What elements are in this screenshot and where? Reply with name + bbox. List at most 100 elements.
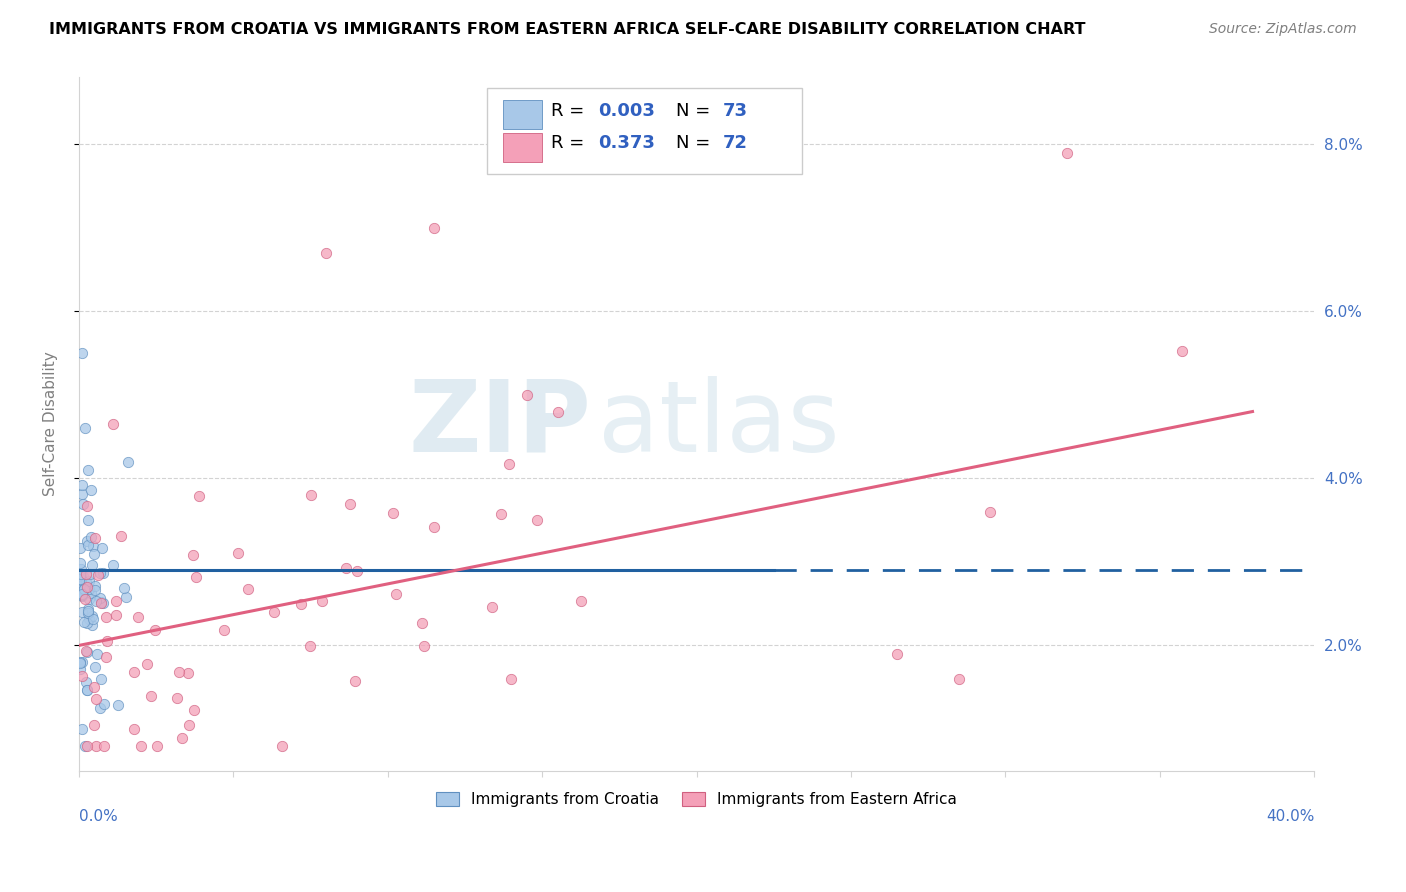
Point bbox=[136, 657, 159, 671]
Text: 0.373: 0.373 bbox=[598, 135, 655, 153]
Point bbox=[80, 617, 103, 632]
Point bbox=[77, 582, 100, 596]
Point bbox=[76, 739, 98, 753]
Point bbox=[91, 596, 114, 610]
Point bbox=[72, 478, 94, 492]
Point bbox=[411, 615, 433, 630]
Point bbox=[107, 698, 129, 712]
Point bbox=[344, 673, 367, 688]
Point bbox=[79, 567, 101, 582]
Point bbox=[80, 558, 103, 573]
Point bbox=[112, 581, 135, 595]
Point bbox=[423, 520, 446, 534]
Point bbox=[77, 612, 100, 626]
Point bbox=[315, 245, 337, 260]
Point bbox=[70, 669, 93, 683]
Point bbox=[72, 605, 94, 619]
Point bbox=[96, 633, 118, 648]
Point bbox=[110, 529, 132, 543]
Point bbox=[69, 572, 91, 586]
Point bbox=[76, 538, 98, 552]
Point bbox=[346, 564, 368, 578]
Point bbox=[166, 690, 188, 705]
Point bbox=[83, 659, 105, 673]
Point bbox=[101, 417, 124, 431]
Point bbox=[70, 589, 93, 603]
Point bbox=[70, 486, 93, 500]
Point bbox=[177, 717, 200, 731]
Point bbox=[948, 672, 970, 686]
Point bbox=[69, 655, 91, 669]
Point bbox=[75, 575, 97, 590]
Point bbox=[94, 610, 117, 624]
Point bbox=[75, 421, 97, 435]
Point bbox=[73, 582, 96, 596]
FancyBboxPatch shape bbox=[503, 133, 543, 162]
Point bbox=[176, 666, 198, 681]
Point bbox=[423, 220, 446, 235]
Point bbox=[89, 591, 111, 605]
Point bbox=[167, 665, 190, 679]
Point bbox=[87, 568, 110, 582]
Point bbox=[501, 672, 523, 686]
Point bbox=[84, 739, 107, 753]
Point bbox=[75, 674, 97, 689]
Point bbox=[236, 582, 259, 596]
Point bbox=[69, 578, 91, 592]
Text: 40.0%: 40.0% bbox=[1265, 809, 1315, 824]
Point bbox=[141, 689, 163, 703]
Point bbox=[76, 645, 98, 659]
Point bbox=[76, 615, 98, 630]
Point bbox=[84, 692, 107, 706]
Point bbox=[183, 548, 205, 562]
Point bbox=[83, 531, 105, 545]
Point bbox=[76, 682, 98, 697]
Point bbox=[311, 594, 333, 608]
Text: 0.0%: 0.0% bbox=[79, 809, 118, 824]
Text: 72: 72 bbox=[723, 135, 748, 153]
Point bbox=[79, 574, 101, 588]
Point bbox=[91, 566, 114, 580]
Point bbox=[547, 404, 569, 418]
Point bbox=[79, 591, 101, 606]
Point bbox=[122, 722, 145, 736]
Point bbox=[83, 547, 105, 561]
Point bbox=[122, 665, 145, 680]
Point bbox=[76, 499, 98, 513]
Point bbox=[69, 657, 91, 671]
Point bbox=[69, 574, 91, 589]
Point bbox=[491, 507, 513, 521]
Point bbox=[1056, 145, 1078, 160]
Point bbox=[127, 610, 149, 624]
Y-axis label: Self-Care Disability: Self-Care Disability bbox=[44, 351, 58, 497]
Point bbox=[212, 623, 235, 637]
Point bbox=[146, 739, 169, 753]
Text: ZIP: ZIP bbox=[409, 376, 592, 473]
Point bbox=[1170, 343, 1192, 358]
Point bbox=[516, 388, 538, 402]
Point bbox=[80, 530, 103, 544]
Point bbox=[89, 701, 111, 715]
Point bbox=[75, 739, 97, 753]
Point bbox=[72, 655, 94, 669]
Point bbox=[526, 512, 548, 526]
Point bbox=[80, 586, 103, 600]
Point bbox=[72, 582, 94, 597]
Point bbox=[93, 739, 115, 753]
Point bbox=[101, 558, 124, 572]
Point bbox=[77, 463, 100, 477]
Point bbox=[76, 533, 98, 548]
Point bbox=[104, 608, 127, 623]
Point bbox=[290, 597, 312, 611]
Point bbox=[571, 593, 593, 607]
Point bbox=[70, 346, 93, 360]
Point bbox=[299, 488, 322, 502]
Point bbox=[90, 597, 112, 611]
Point bbox=[413, 639, 436, 653]
Point bbox=[170, 731, 193, 745]
Point bbox=[77, 606, 100, 620]
Point bbox=[72, 568, 94, 582]
Point bbox=[69, 662, 91, 676]
Point bbox=[335, 561, 357, 575]
Text: atlas: atlas bbox=[598, 376, 839, 473]
